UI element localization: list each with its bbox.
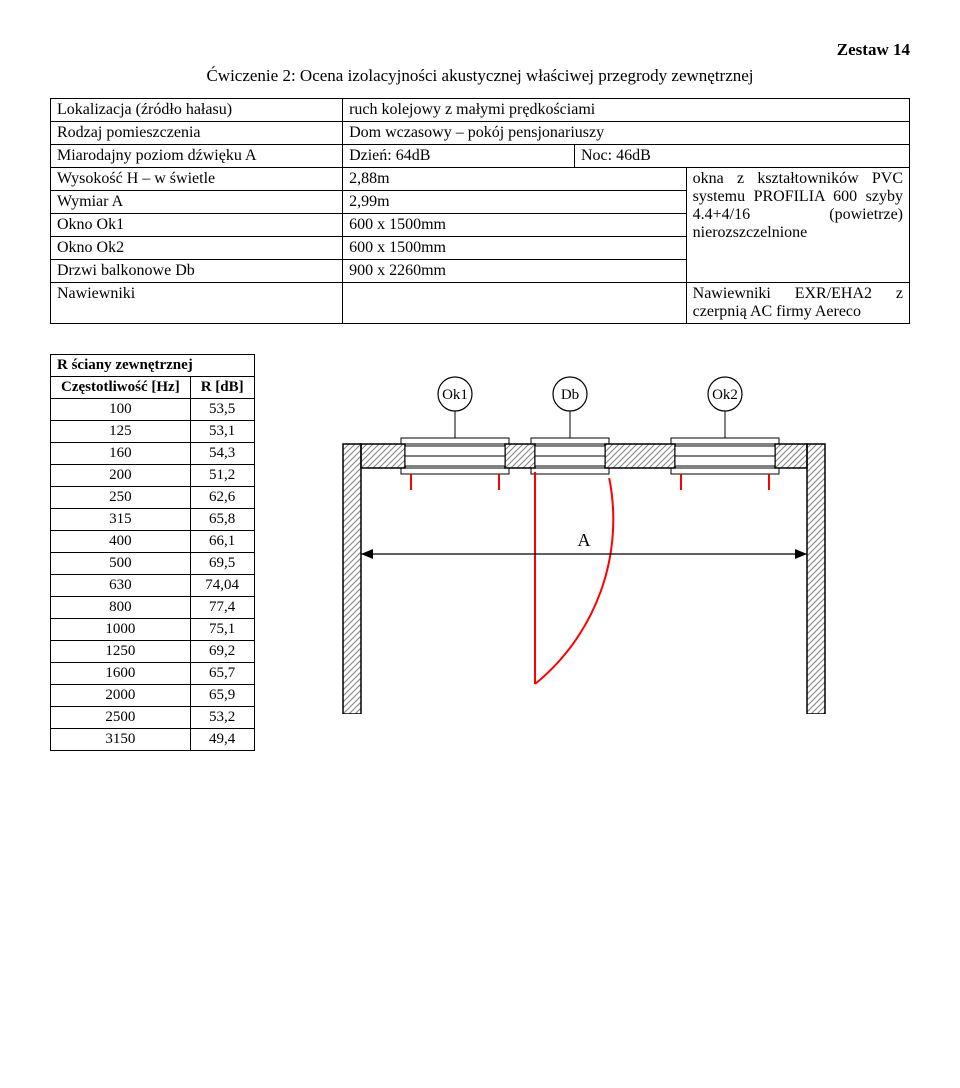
freq-db: 53,1 [190, 421, 254, 443]
freq-db: 69,2 [190, 641, 254, 663]
label-a: A [577, 530, 590, 550]
row3-val-b: Noc: 46dB [574, 145, 909, 168]
freq-db: 62,6 [190, 487, 254, 509]
freq-hz: 1600 [51, 663, 191, 685]
table-row: 10053,5 [51, 399, 255, 421]
row8-val: 900 x 2260mm [343, 260, 687, 283]
exercise-title: Ćwiczenie 2: Ocena izolacyjności akustyc… [50, 66, 910, 86]
table-row: 125069,2 [51, 641, 255, 663]
freq-db: 75,1 [190, 619, 254, 641]
freq-col2: R [dB] [190, 377, 254, 399]
table-row: 315049,4 [51, 729, 255, 751]
freq-db: 54,3 [190, 443, 254, 465]
freq-db: 69,5 [190, 553, 254, 575]
row5-label: Wymiar A [51, 191, 343, 214]
row9-val [343, 283, 687, 324]
label-ok2: Ok2 [712, 387, 738, 403]
table-row: 25062,6 [51, 487, 255, 509]
freq-hz: 100 [51, 399, 191, 421]
table-row: 200065,9 [51, 685, 255, 707]
freq-hz: 800 [51, 597, 191, 619]
freq-hz: 1000 [51, 619, 191, 641]
row1-label: Lokalizacja (źródło hałasu) [51, 99, 343, 122]
row6-label: Okno Ok1 [51, 214, 343, 237]
vent-spec: Nawiewniki EXR/EHA2 z czerpnią AC firmy … [686, 283, 909, 324]
freq-hz: 1250 [51, 641, 191, 663]
frequency-table: R ściany zewnętrznej Częstotliwość [Hz] … [50, 354, 255, 751]
freq-db: 77,4 [190, 597, 254, 619]
freq-hz: 3150 [51, 729, 191, 751]
table-row: 20051,2 [51, 465, 255, 487]
freq-hz: 2500 [51, 707, 191, 729]
table-row: 250053,2 [51, 707, 255, 729]
freq-hz: 125 [51, 421, 191, 443]
freq-hz: 2000 [51, 685, 191, 707]
table-row: 50069,5 [51, 553, 255, 575]
freq-db: 74,04 [190, 575, 254, 597]
freq-hz: 500 [51, 553, 191, 575]
row2-label: Rodzaj pomieszczenia [51, 122, 343, 145]
set-label: Zestaw 14 [50, 40, 910, 60]
freq-hz: 160 [51, 443, 191, 465]
window-spec: okna z kształtowników PVC systemu PROFIL… [686, 168, 909, 283]
freq-title: R ściany zewnętrznej [51, 355, 255, 377]
freq-hz: 250 [51, 487, 191, 509]
table-row: 100075,1 [51, 619, 255, 641]
freq-hz: 630 [51, 575, 191, 597]
freq-db: 53,5 [190, 399, 254, 421]
freq-hz: 400 [51, 531, 191, 553]
row9-label: Nawiewniki [51, 283, 343, 324]
row5-val: 2,99m [343, 191, 687, 214]
row6-val: 600 x 1500mm [343, 214, 687, 237]
label-ok1: Ok1 [442, 387, 468, 403]
freq-db: 66,1 [190, 531, 254, 553]
freq-db: 49,4 [190, 729, 254, 751]
row4-label: Wysokość H – w świetle [51, 168, 343, 191]
row7-val: 600 x 1500mm [343, 237, 687, 260]
table-row: 16054,3 [51, 443, 255, 465]
freq-db: 51,2 [190, 465, 254, 487]
row4-val: 2,88m [343, 168, 687, 191]
table-row: 160065,7 [51, 663, 255, 685]
parameters-table: Lokalizacja (źródło hałasu) ruch kolejow… [50, 98, 910, 324]
freq-db: 65,7 [190, 663, 254, 685]
label-db: Db [560, 387, 578, 403]
row8-label: Drzwi balkonowe Db [51, 260, 343, 283]
freq-hz: 200 [51, 465, 191, 487]
freq-db: 53,2 [190, 707, 254, 729]
floor-plan-diagram: Ok1 Db Ok2 A [295, 354, 910, 719]
table-row: 40066,1 [51, 531, 255, 553]
table-row: 12553,1 [51, 421, 255, 443]
table-row: 80077,4 [51, 597, 255, 619]
row2-val: Dom wczasowy – pokój pensjonariuszy [343, 122, 910, 145]
row1-val: ruch kolejowy z małymi prędkościami [343, 99, 910, 122]
row3-label: Miarodajny poziom dźwięku A [51, 145, 343, 168]
table-row: 63074,04 [51, 575, 255, 597]
freq-db: 65,8 [190, 509, 254, 531]
freq-col1: Częstotliwość [Hz] [51, 377, 191, 399]
row3-val-a: Dzień: 64dB [343, 145, 575, 168]
row7-label: Okno Ok2 [51, 237, 343, 260]
freq-hz: 315 [51, 509, 191, 531]
freq-db: 65,9 [190, 685, 254, 707]
table-row: 31565,8 [51, 509, 255, 531]
